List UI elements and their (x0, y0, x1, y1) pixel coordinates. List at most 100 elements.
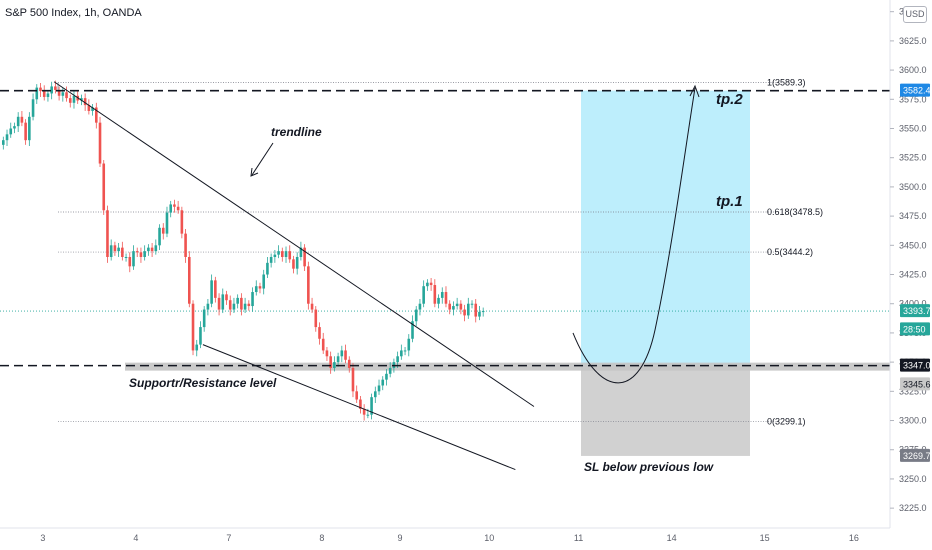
price-tag-label: 3345.6 (903, 379, 931, 389)
candle-up (80, 98, 83, 101)
candle-up (467, 303, 470, 316)
drawing-lines (0, 81, 890, 471)
candle-up (199, 327, 202, 345)
candle-up (2, 140, 5, 145)
candle-up (202, 309, 206, 328)
candle-up (236, 297, 239, 304)
candle-up (340, 350, 344, 357)
candle-up (31, 99, 35, 117)
candle-up (374, 391, 377, 398)
candle-up (418, 303, 422, 310)
candle-down (325, 350, 329, 357)
candle-down (303, 247, 306, 267)
candle-down (39, 87, 42, 92)
candle-down (321, 338, 325, 351)
candle-down (217, 297, 221, 310)
candle-up (28, 116, 31, 141)
candle-down (459, 303, 463, 310)
price-tag-label: 3269.7 (903, 451, 931, 461)
candle-down (180, 210, 184, 234)
candle-up (143, 251, 146, 257)
candle-up (221, 294, 225, 310)
price-tick-label: 3325.0 (899, 386, 927, 396)
candle-up (426, 282, 429, 287)
time-tick-label: 7 (226, 533, 231, 543)
candle-down (225, 294, 228, 301)
candle-down (258, 286, 262, 289)
candle-up (370, 397, 373, 415)
time-tick-label: 3 (40, 533, 45, 543)
price-tick-label: 3550.0 (899, 123, 927, 133)
candle-down (214, 280, 217, 298)
candle-up (478, 311, 481, 317)
candle-down (139, 252, 143, 257)
chart-title: S&P 500 Index, 1h, OANDA (5, 7, 142, 19)
candle-up (147, 247, 150, 252)
candle-down (42, 91, 46, 97)
candle-down (20, 116, 24, 123)
annotation-tp1: tp.1 (716, 193, 743, 210)
candle-down (292, 259, 295, 269)
candle-up (377, 385, 381, 392)
candle-up (262, 274, 265, 289)
candle-down (184, 233, 187, 257)
candle-up (381, 379, 385, 386)
candle-up (50, 86, 53, 94)
fibonacci-levels: 1(3589.3) 0.618(3478.5) 0.5(3444.2) 0(3299.… (0, 78, 890, 427)
candle-down (150, 247, 154, 252)
candle-down (314, 309, 318, 328)
candle-up (16, 116, 20, 127)
trendline-arrowhead (250, 167, 259, 177)
candle-up (385, 373, 388, 380)
price-tick-label: 3625.0 (899, 36, 927, 46)
candle-down (191, 303, 195, 351)
time-tick-label: 10 (484, 533, 494, 543)
candle-up (366, 414, 370, 416)
fib-label: 0(3299.1) (767, 417, 806, 427)
candle-up (35, 87, 39, 100)
price-tick-label: 3525.0 (899, 153, 927, 163)
candle-down (281, 251, 284, 257)
candle-down (102, 163, 106, 211)
candle-up (295, 256, 299, 269)
price-tag (900, 304, 930, 318)
candle-up (470, 303, 474, 305)
candle-down (113, 245, 117, 252)
price-tick-label: 3450.0 (899, 240, 927, 250)
candle-down (329, 356, 332, 368)
candle-up (422, 286, 425, 304)
candle-down (307, 266, 310, 304)
candle-up (437, 297, 440, 304)
candle-up (333, 362, 336, 368)
price-tick-label: 3225.0 (899, 503, 927, 513)
candle-up (388, 367, 392, 374)
candle-down (24, 122, 27, 141)
target-zone (581, 90, 750, 366)
candle-down (188, 256, 191, 304)
currency-button[interactable]: USD (903, 6, 927, 23)
price-tick-label: 3575.0 (899, 94, 927, 104)
candle-up (154, 245, 158, 252)
price-tick-label: 3400.0 (899, 299, 927, 309)
candle-up (5, 134, 9, 141)
candle-down (161, 227, 165, 234)
candle-up (455, 303, 459, 307)
candle-up (232, 303, 236, 310)
fib-label: 0.5(3444.2) (767, 247, 813, 257)
candle-down (310, 303, 314, 310)
price-tick-label: 3300.0 (899, 416, 927, 426)
price-tag-label: 3347.0 (903, 361, 931, 371)
candle-up (284, 251, 288, 257)
candle-up (266, 262, 269, 275)
candle-down (54, 86, 57, 90)
support-band (125, 362, 890, 371)
annotation-trendline: trendline (271, 125, 322, 139)
candle-down (173, 204, 176, 207)
fib-label: 0.618(3478.5) (767, 207, 823, 217)
time-axis-panel[interactable] (0, 528, 932, 550)
time-tick-label: 15 (760, 533, 770, 543)
projection-curve (572, 87, 696, 384)
candle-up (243, 303, 247, 310)
candle-down (106, 210, 109, 257)
